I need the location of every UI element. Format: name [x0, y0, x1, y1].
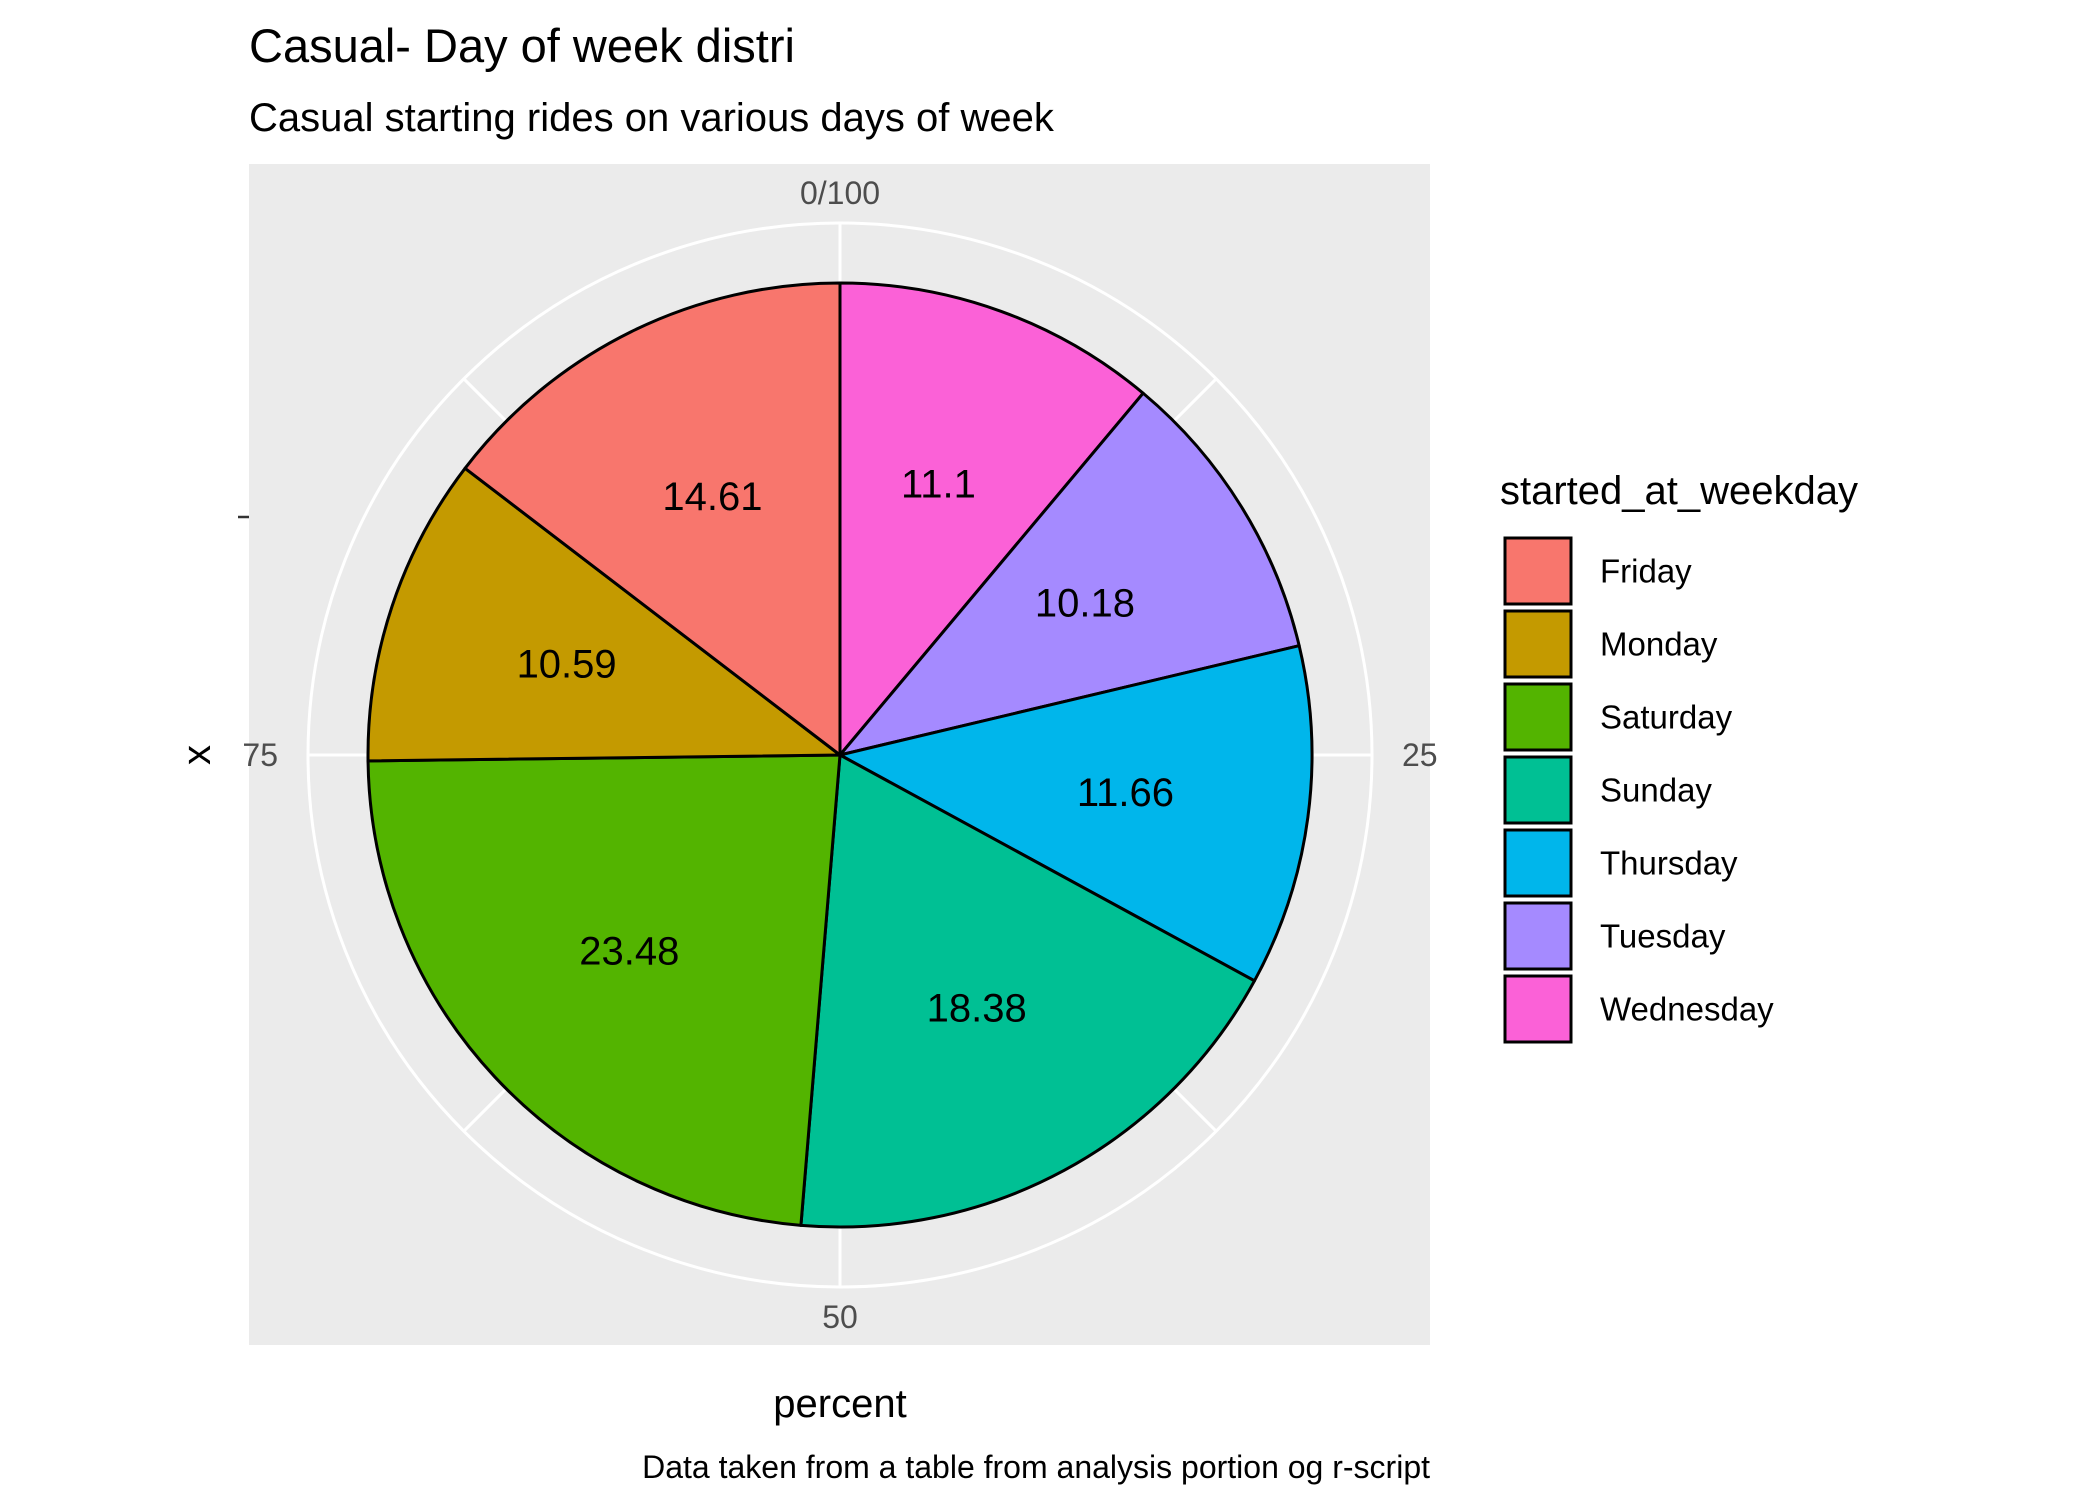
x-axis-title: percent [773, 1382, 906, 1426]
legend-label-monday: Monday [1600, 626, 1718, 663]
slice-label-thursday: 11.66 [1077, 771, 1174, 815]
legend-key-tuesday [1503, 901, 1573, 971]
slice-label-sunday: 18.38 [927, 987, 1027, 1031]
legend-label-saturday: Saturday [1600, 699, 1733, 736]
legend: Friday Monday Saturday Sunday Thursday Tuesda… [1503, 536, 1774, 1044]
legend-key-monday [1503, 609, 1573, 679]
pie-slices [366, 281, 1314, 1229]
pie-slice-tuesday [838, 391, 1301, 757]
angle-ticks: 0/100 25 50 75 [242, 175, 1437, 1335]
legend-label-sunday: Sunday [1600, 772, 1712, 809]
angle-tick-label: 50 [822, 1299, 858, 1335]
slice-labels: 11.1 10.18 11.66 18.38 23.48 10.59 14.61 [517, 462, 1174, 1030]
angle-tick-label: 0/100 [800, 175, 880, 211]
legend-label-tuesday: Tuesday [1600, 918, 1726, 955]
pie-slice-monday [366, 466, 842, 763]
pie-slice-thursday [838, 644, 1314, 983]
legend-key-wednesday [1503, 974, 1573, 1044]
chart-title: Casual- Day of week distri [249, 19, 795, 72]
legend-label-friday: Friday [1600, 553, 1692, 590]
legend-key-sunday [1503, 755, 1573, 825]
angle-tick-label: 25 [1402, 737, 1438, 773]
chart-caption: Data taken from a table from analysis po… [642, 1449, 1430, 1485]
pie-slice-friday [463, 281, 842, 757]
angle-tick-label: 75 [242, 737, 278, 773]
slice-label-friday: 14.61 [662, 475, 762, 519]
legend-key-saturday [1503, 682, 1573, 752]
slice-label-monday: 10.59 [517, 642, 617, 686]
slice-label-wednesday: 11.1 [901, 462, 976, 506]
legend-title: started_at_weekday [1500, 469, 1858, 513]
legend-key-thursday [1503, 828, 1573, 898]
pie-slice-wednesday [838, 281, 1145, 757]
slice-label-tuesday: 10.18 [1035, 582, 1135, 626]
legend-key-friday [1503, 536, 1573, 606]
pie-slice-saturday [366, 753, 842, 1227]
pie-slice-sunday [799, 753, 1256, 1229]
slice-label-saturday: 23.48 [579, 929, 679, 973]
legend-label-thursday: Thursday [1600, 845, 1738, 882]
chart-subtitle: Casual starting rides on various days of… [249, 96, 1055, 140]
legend-label-wednesday: Wednesday [1600, 991, 1774, 1028]
y-axis-title: x [175, 745, 219, 765]
